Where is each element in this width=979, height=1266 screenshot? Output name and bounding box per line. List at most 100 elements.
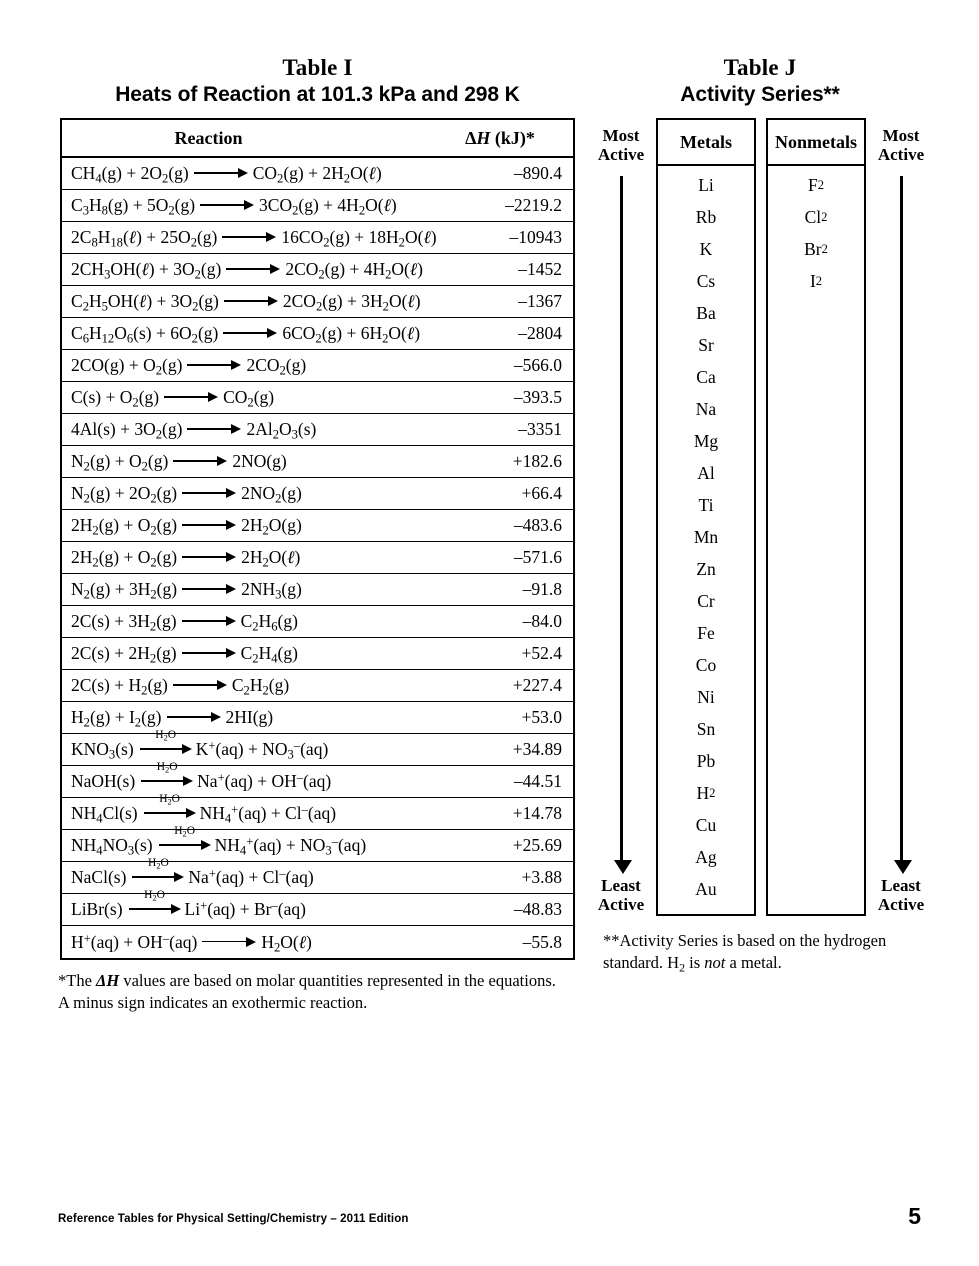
metal-entry: Sr — [698, 334, 714, 355]
metals-column: Metals Li Rb K Cs Ba Sr Ca Na Mg Al Ti Mn Zn Cr Fe Co Ni… — [656, 118, 756, 916]
enthalpy-value: –1367 — [518, 291, 562, 311]
table-j-subtitle: Activity Series** — [680, 83, 840, 106]
reaction-arrow-icon — [182, 488, 237, 499]
metal-entry: Ni — [697, 686, 715, 707]
table-row: C6H12O6(s) + 6O2(g) 6CO2(g) + 6H2O(ℓ) –280… — [62, 318, 573, 350]
reaction-arrow-icon — [166, 712, 221, 723]
nonmetals-list: F 2 Cl 2 Br 2 I 2 — [768, 166, 864, 297]
nonmetals-column: Nonmetals F 2 Cl 2 Br 2 I 2 — [766, 118, 866, 916]
table-row: 2C(s) + H2(g) C2H2(g) +227.4 — [62, 670, 573, 702]
enthalpy-value: +182.6 — [512, 451, 562, 471]
reaction-equation: H+(aq) + OH–(aq) H2O(ℓ) — [71, 931, 312, 955]
enthalpy-value: –44.51 — [513, 771, 562, 791]
metal-entry: Pb — [696, 750, 716, 771]
enthalpy-value: –393.5 — [513, 387, 562, 407]
table-j-title-block: Table J Activity Series** — [645, 55, 875, 107]
metal-entry: Cs — [696, 270, 716, 291]
table-row: N2(g) + 2O2(g) 2NO2(g) +66.4 — [62, 478, 573, 510]
metal-entry: Cr — [697, 590, 715, 611]
enthalpy-value: –1452 — [518, 259, 562, 279]
table-i-header-row: Reaction ΔH (kJ)* — [62, 120, 573, 158]
table-row: C(s) + O2(g) CO2(g) –393.5 — [62, 382, 573, 414]
table-j-footnote-line-2: standard. H2 is not a metal. — [603, 952, 913, 974]
reaction-equation: H2(g) + I2(g) 2HI(g) — [71, 707, 274, 730]
footnote-rest: values are based on molar quantities rep… — [119, 971, 556, 990]
reaction-equation: 2C8H18(ℓ) + 25O2(g) 16CO2(g) + 18H2O(ℓ) — [71, 227, 437, 250]
reaction-arrow-icon — [182, 520, 237, 531]
arrow-label-h2o: H2O — [174, 825, 195, 839]
arrow-label-h2o: H2O — [159, 793, 180, 807]
least-active-label-left: Least Active — [597, 875, 645, 914]
enthalpy-value: +3.88 — [521, 867, 563, 887]
reaction-equation: 2CH3OH(ℓ) + 3O2(g) 2CO2(g) + 4H2O(ℓ) — [71, 259, 423, 282]
enthalpy-value: –10943 — [509, 227, 563, 247]
table-i-title-block: Table I Heats of Reaction at 101.3 kPa a… — [60, 55, 575, 107]
activity-indicator-right: Most Active Least Active — [870, 118, 932, 916]
table-j-title: Table J — [723, 55, 797, 80]
enthalpy-value: –2219.2 — [505, 195, 562, 215]
enthalpy-value: –566.0 — [513, 355, 562, 375]
reaction-arrow-with-catalyst-icon: H2O — [141, 761, 194, 787]
table-row: C3H8(g) + 5O2(g) 3CO2(g) + 4H2O(ℓ) –2219.2 — [62, 190, 573, 222]
metal-entry: K — [699, 238, 713, 259]
enthalpy-value: –55.8 — [522, 931, 562, 952]
metal-entry: Cu — [695, 814, 717, 835]
column-header-enthalpy: ΔH (kJ)* — [465, 127, 535, 148]
metal-entry: Sn — [696, 718, 716, 739]
table-row: NH4NO3(s) H2O NH4+(aq) + NO3–(aq) +25.69 — [62, 825, 573, 862]
page-number: 5 — [908, 1203, 921, 1229]
metal-entry: Al — [697, 462, 715, 483]
metal-entry: Ba — [696, 302, 716, 323]
reaction-arrow-icon — [181, 616, 236, 627]
metal-entry: Fe — [697, 622, 715, 643]
enthalpy-value: –483.6 — [513, 515, 562, 535]
reaction-equation: 2C(s) + 3H2(g) C2H6(g) — [71, 611, 298, 634]
enthalpy-value: +34.89 — [512, 739, 562, 759]
reaction-equation: 2C(s) + H2(g) C2H2(g) — [71, 675, 290, 698]
table-row: LiBr(s) H2O Li+(aq) + Br–(aq) –48.83 — [62, 889, 573, 926]
metals-list: Li Rb K Cs Ba Sr Ca Na Mg Al Ti Mn Zn Cr Fe Co Ni Sn Pb H 2 C… — [658, 166, 754, 905]
table-row: NaOH(s) H2O Na+(aq) + OH–(aq) –44.51 — [62, 761, 573, 798]
reaction-arrow-icon — [200, 200, 255, 211]
reaction-equation: C3H8(g) + 5O2(g) 3CO2(g) + 4H2O(ℓ) — [71, 195, 397, 218]
enthalpy-value: +52.4 — [521, 643, 563, 663]
table-row: C2H5OH(ℓ) + 3O2(g) 2CO2(g) + 3H2O(ℓ) –1367 — [62, 286, 573, 318]
enthalpy-value: –2804 — [518, 323, 562, 343]
reaction-equation: NH4Cl(s) H2O NH4+(aq) + Cl–(aq) — [71, 793, 337, 826]
reaction-equation: NH4NO3(s) H2O NH4+(aq) + NO3–(aq) — [71, 825, 367, 858]
enthalpy-value: –571.6 — [513, 547, 562, 567]
reaction-equation: N2(g) + O2(g) 2NO(g) — [71, 451, 287, 474]
reaction-arrow-icon — [223, 296, 278, 307]
reaction-equation: KNO3(s) H2O K+(aq) + NO3–(aq) — [71, 729, 329, 762]
enthalpy-value: –91.8 — [522, 579, 562, 599]
metal-entry: Mn — [693, 526, 719, 547]
reaction-equation: LiBr(s) H2O Li+(aq) + Br–(aq) — [71, 889, 306, 919]
reaction-arrow-with-catalyst-icon: H2O — [158, 825, 211, 851]
nonmetals-column-header: Nonmetals — [768, 120, 864, 166]
reaction-equation: 2H2(g) + O2(g) 2H2O(ℓ) — [71, 547, 301, 570]
table-i-footnote: *The ΔH values are based on molar quanti… — [58, 970, 598, 1015]
reaction-arrow-with-catalyst-icon: H2O — [139, 729, 192, 755]
reaction-arrow-icon — [164, 392, 219, 403]
reaction-equation: NaOH(s) H2O Na+(aq) + OH–(aq) — [71, 761, 332, 791]
reaction-arrow-icon — [182, 552, 237, 563]
table-row: 2C8H18(ℓ) + 25O2(g) 16CO2(g) + 18H2O(ℓ) –1… — [62, 222, 573, 254]
reaction-equation: 4Al(s) + 3O2(g) 2Al2O3(s) — [71, 419, 317, 442]
enthalpy-value: +53.0 — [521, 707, 563, 727]
reaction-arrow-with-catalyst-icon: H2O — [128, 889, 181, 915]
reaction-equation: N2(g) + 2O2(g) 2NO2(g) — [71, 483, 302, 506]
arrow-label-h2o: H2O — [144, 889, 165, 903]
metal-entry: Ti — [698, 494, 714, 515]
table-i-title: Table I — [282, 55, 353, 80]
enthalpy-value: +66.4 — [521, 483, 563, 503]
table-j-footnote: **Activity Series is based on the hydrog… — [603, 930, 913, 975]
table-i-body: CH4(g) + 2O2(g) CO2(g) + 2H2O(ℓ) –890.4 C3H… — [62, 158, 573, 958]
table-i-heats-of-reaction: Reaction ΔH (kJ)* CH4(g) + 2O2(g) CO2(g) … — [60, 118, 575, 960]
enthalpy-value: –890.4 — [513, 163, 562, 183]
table-row: N2(g) + 3H2(g) 2NH3(g) –91.8 — [62, 574, 573, 606]
reaction-arrow-icon — [187, 360, 242, 371]
reaction-arrow-icon — [187, 424, 242, 435]
reaction-equation: NaCl(s) H2O Na+(aq) + Cl–(aq) — [71, 857, 314, 887]
